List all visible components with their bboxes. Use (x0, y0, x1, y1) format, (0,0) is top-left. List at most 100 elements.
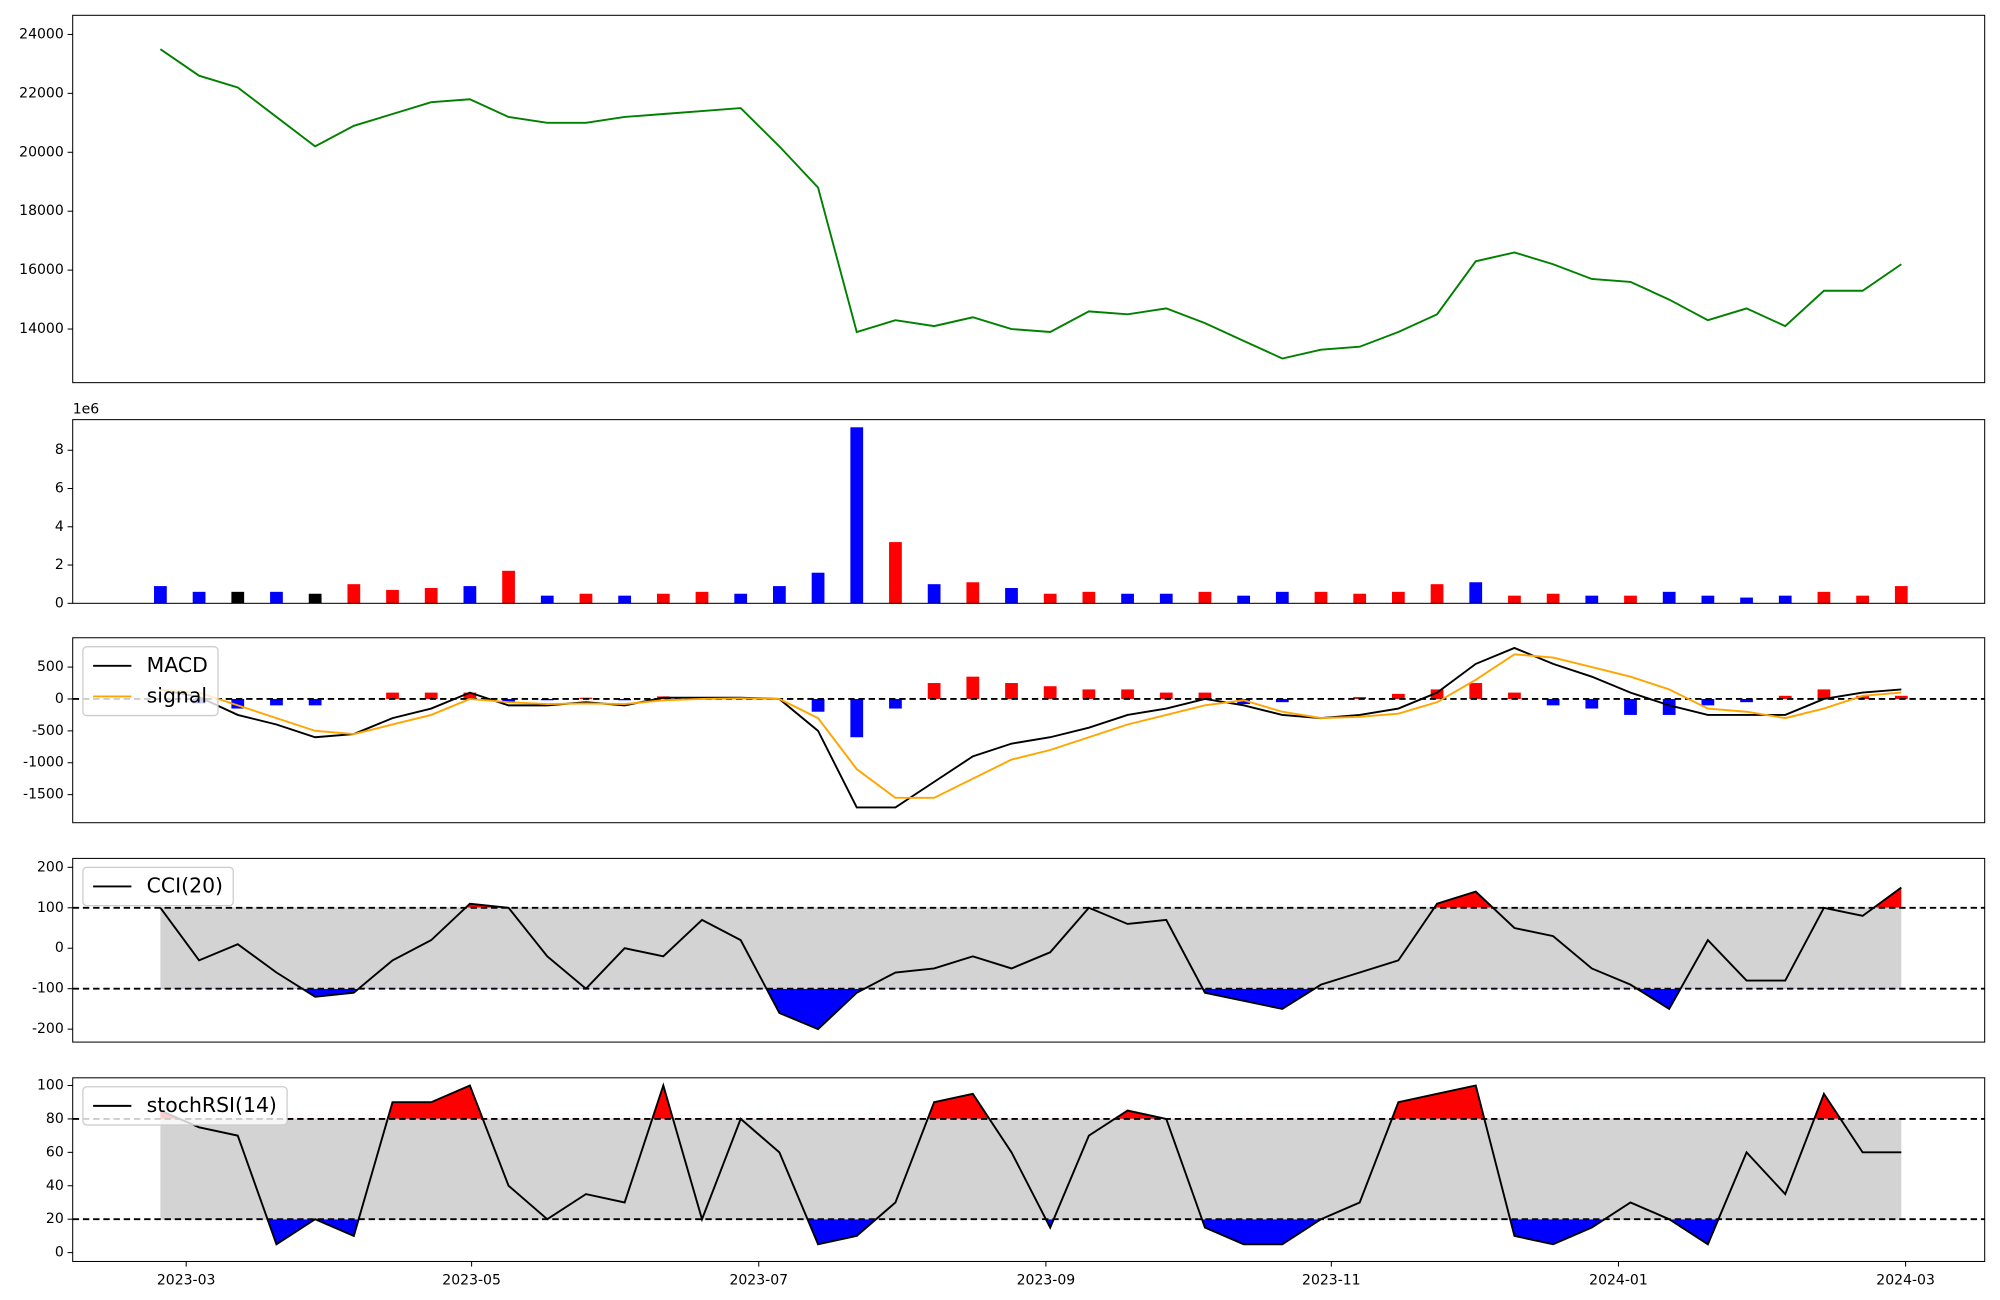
histogram-bar (231, 698, 245, 709)
volume-bar (192, 591, 206, 604)
histogram-bar (386, 692, 399, 699)
volume-bar (1469, 582, 1483, 604)
histogram-bar (1508, 692, 1521, 699)
y-tick-label: 8 (55, 442, 64, 458)
volume-bar (579, 593, 593, 604)
axes-frame (72, 1077, 1986, 1262)
histogram-bar (270, 698, 283, 706)
histogram-bar (927, 683, 941, 699)
volume-bar (1391, 591, 1405, 604)
y-tick-label: 24000 (19, 26, 64, 42)
y-tick-label: -500 (32, 723, 64, 739)
y-tick-label: 100 (37, 1077, 64, 1093)
axes-frame (72, 14, 1986, 384)
histogram-bar (889, 698, 902, 709)
y-tick-label: 14000 (19, 321, 64, 337)
y-tick-label: 22000 (19, 85, 64, 101)
histogram-bar (1740, 698, 1753, 703)
legend-label: CCI(20) (147, 873, 223, 897)
histogram-bar (308, 698, 322, 706)
histogram-bar (966, 676, 980, 699)
series-line (159, 886, 1902, 1031)
panel: 0 2 4 6 8 1e6 (55, 401, 1986, 611)
volume-bar (540, 595, 554, 604)
volume-bar (1082, 591, 1096, 604)
legend-label: MACD (147, 653, 208, 677)
volume-bar (1817, 591, 1831, 604)
histogram-bar (1430, 689, 1444, 699)
volume-bar (695, 591, 709, 604)
oversold-fill (160, 1219, 1902, 1245)
volume-bar (231, 591, 245, 604)
overbought-fill (160, 1085, 1841, 1119)
panel: -1500 -1000 -500 0 500 MACD signal (23, 637, 1986, 824)
y-tick-label: 18000 (19, 203, 64, 219)
y-tick-label: 20000 (19, 144, 64, 160)
volume-bar (1585, 595, 1599, 604)
volume-bar (1778, 595, 1792, 604)
volume-bar (270, 591, 283, 604)
y-tick-label: 0 (55, 940, 64, 956)
panel: 0 20 40 60 80 100 2023-03 2023-05 2023-07 2023-09… (37, 1077, 1986, 1289)
legend-label: stochRSI(14) (147, 1093, 277, 1117)
histogram-bar (1469, 683, 1483, 699)
series-line (160, 653, 1902, 799)
histogram-bar (1043, 686, 1057, 699)
axes-frame (72, 419, 1986, 604)
volume-bar (1237, 595, 1251, 604)
volume-bar (1159, 593, 1173, 604)
volume-bar (308, 593, 322, 604)
legend-box (82, 1086, 288, 1126)
volume-bar (1624, 595, 1637, 604)
volume-bar (734, 593, 748, 604)
volume-bar (773, 586, 786, 604)
y-tick-label: 4 (55, 519, 64, 535)
volume-bar (386, 589, 399, 604)
y-tick-label: 20 (46, 1211, 64, 1227)
offset-label: 1e6 (73, 401, 100, 417)
volume-bar (618, 595, 632, 604)
x-tick-label: 2023-05 (442, 1273, 501, 1289)
series-line (159, 48, 1902, 360)
legend-box (82, 866, 234, 907)
neutral-band (160, 907, 1902, 989)
histogram-bar (424, 692, 438, 699)
histogram-bar (1701, 698, 1715, 706)
x-tick-label: 2024-01 (1589, 1273, 1648, 1289)
volume-bar (1508, 595, 1521, 604)
histogram-bar (1778, 695, 1792, 699)
histogram-bar (850, 698, 864, 738)
y-tick-label: 60 (46, 1144, 64, 1160)
y-tick-label: -1500 (23, 787, 64, 803)
y-tick-label: 500 (37, 659, 64, 675)
histogram-bar (502, 698, 515, 703)
volume-bar (811, 572, 825, 604)
volume-bar (1198, 591, 1212, 604)
y-tick-label: 0 (55, 595, 64, 611)
volume-bar (1121, 593, 1134, 604)
volume-bar (1353, 593, 1367, 604)
neutral-band (160, 1118, 1902, 1220)
histogram-bar (1546, 698, 1560, 706)
volume-bar (1314, 591, 1328, 604)
volume-bar (1701, 595, 1715, 604)
y-tick-label: -1000 (23, 755, 64, 771)
x-tick-label: 2023-09 (1017, 1273, 1076, 1289)
y-tick-label: 200 (37, 859, 64, 875)
series-line (160, 646, 1902, 809)
axes-frame (72, 857, 1986, 1043)
panel: 14000 16000 18000 20000 22000 24000 (19, 14, 1986, 384)
x-tick-label: 2023-11 (1302, 1273, 1361, 1289)
panel: -200 -100 0 100 200 CCI(20) (32, 857, 1986, 1043)
histogram-bar (1121, 689, 1134, 699)
volume-bar (656, 593, 670, 604)
histogram-bar (1391, 693, 1405, 699)
histogram-bar (1005, 683, 1018, 699)
y-tick-label: -100 (32, 981, 64, 997)
volume-bar (1043, 593, 1057, 604)
histogram-bar (1894, 695, 1908, 699)
volume-bar (966, 582, 980, 604)
volume-bar (502, 570, 515, 604)
histogram-bar (811, 698, 825, 712)
